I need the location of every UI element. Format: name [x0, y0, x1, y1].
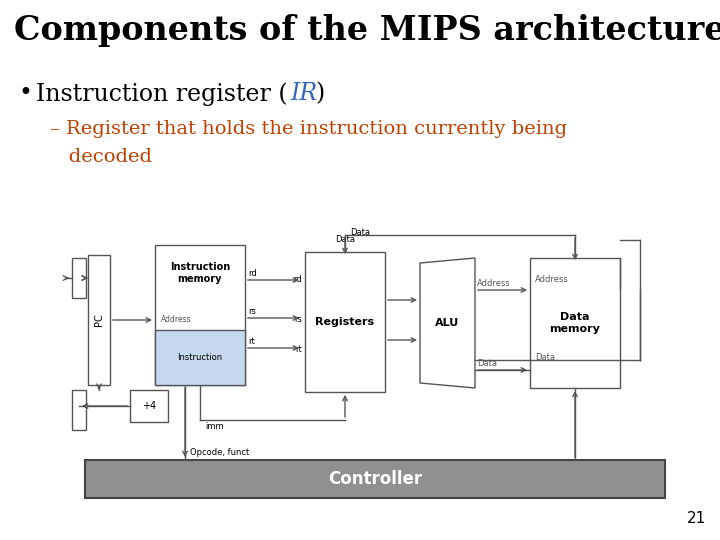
Text: rs: rs: [294, 315, 302, 325]
Bar: [305, 252, 385, 392]
Text: 21: 21: [687, 511, 706, 526]
Text: Components of the MIPS architecture: Components of the MIPS architecture: [14, 14, 720, 47]
Text: decoded: decoded: [50, 148, 152, 166]
Text: +4: +4: [142, 401, 156, 411]
Text: Data: Data: [477, 359, 497, 368]
Text: ): ): [315, 82, 324, 105]
Bar: [72, 258, 86, 298]
Text: rt: rt: [295, 346, 302, 354]
Text: Data: Data: [350, 228, 370, 237]
Text: ALU: ALU: [436, 318, 459, 328]
Bar: [72, 390, 86, 430]
Text: rd: rd: [248, 269, 257, 278]
Text: – Register that holds the instruction currently being: – Register that holds the instruction cu…: [50, 120, 567, 138]
Text: Data
memory: Data memory: [549, 312, 600, 334]
Text: Opcode, funct: Opcode, funct: [190, 448, 249, 457]
Text: Address: Address: [477, 279, 510, 288]
Bar: [88, 255, 110, 385]
Text: Instruction
memory: Instruction memory: [170, 262, 230, 284]
Text: Address: Address: [535, 275, 569, 285]
Text: rd: rd: [293, 275, 302, 285]
Text: IR: IR: [290, 82, 317, 105]
Text: Data: Data: [335, 235, 355, 244]
Text: Registers: Registers: [315, 317, 374, 327]
Text: rt: rt: [248, 337, 255, 346]
Text: imm: imm: [205, 422, 224, 431]
Text: rs: rs: [248, 307, 256, 316]
Bar: [530, 258, 620, 388]
Bar: [155, 330, 245, 385]
Polygon shape: [420, 258, 475, 388]
Text: •: •: [18, 82, 32, 105]
Text: PC: PC: [94, 314, 104, 326]
Text: Address: Address: [161, 315, 192, 325]
Bar: [130, 390, 168, 422]
Text: Data: Data: [535, 354, 555, 362]
Text: Instruction: Instruction: [177, 353, 222, 362]
Bar: [85, 460, 665, 498]
Bar: [155, 245, 245, 385]
Text: Instruction register (: Instruction register (: [36, 82, 287, 105]
Text: Controller: Controller: [328, 470, 422, 488]
